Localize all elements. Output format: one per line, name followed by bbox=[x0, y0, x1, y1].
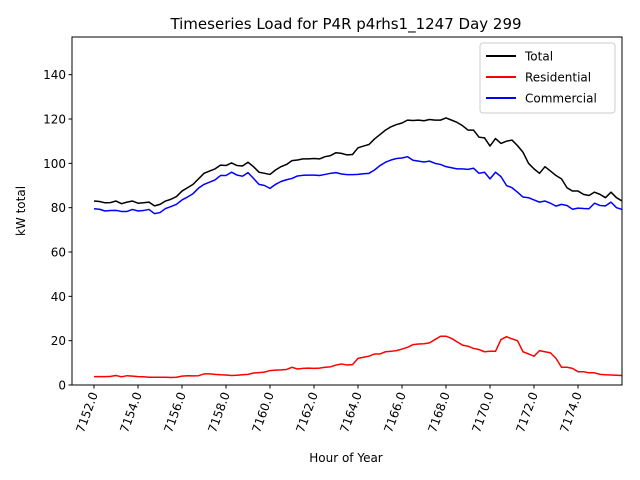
y-tick-label: 80 bbox=[51, 201, 66, 215]
y-tick-label: 20 bbox=[51, 334, 66, 348]
y-tick-label: 120 bbox=[43, 113, 66, 127]
chart-title: Timeseries Load for P4R p4rhs1_1247 Day … bbox=[169, 15, 521, 34]
series-line-commercial bbox=[93, 155, 623, 215]
legend-label-total: Total bbox=[524, 50, 553, 64]
y-tick-label: 100 bbox=[43, 157, 66, 171]
legend: Total Residential Commercial bbox=[479, 42, 616, 114]
legend-label-residential: Residential bbox=[525, 71, 591, 85]
y-axis-label: kW total bbox=[14, 186, 28, 236]
y-tick-label: 60 bbox=[51, 246, 66, 260]
legend-label-commercial: Commercial bbox=[525, 92, 597, 106]
plot-frame bbox=[71, 36, 623, 386]
y-tick-label: 0 bbox=[58, 379, 66, 393]
series-layer bbox=[93, 117, 623, 379]
y-tick-label: 140 bbox=[43, 68, 66, 82]
x-axis-label: Hour of Year bbox=[309, 451, 383, 465]
series-line-residential bbox=[94, 335, 623, 379]
legend-box bbox=[479, 42, 616, 114]
y-tick-label: 40 bbox=[51, 290, 66, 304]
series-line-total bbox=[93, 117, 623, 207]
